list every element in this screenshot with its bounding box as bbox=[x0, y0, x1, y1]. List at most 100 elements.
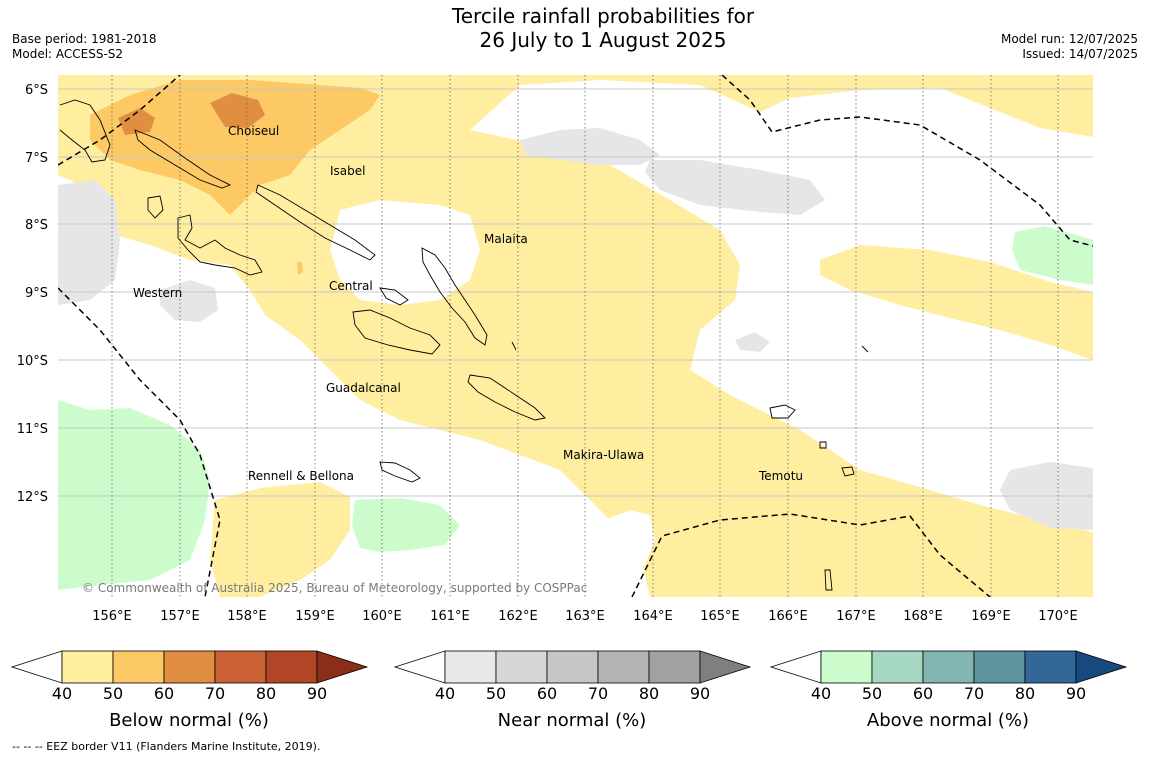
region-label-isabel: Isabel bbox=[330, 164, 365, 178]
colorbar-above-segment bbox=[871, 650, 924, 684]
meta-right: Model run: 12/07/2025 Issued: 14/07/2025 bbox=[1001, 32, 1138, 62]
coastline-small-4 bbox=[861, 345, 869, 353]
lon-label: 165°E bbox=[700, 609, 740, 624]
coastline-florida bbox=[379, 287, 409, 306]
colorbar-above-segment bbox=[922, 650, 975, 684]
lon-label: 168°E bbox=[903, 609, 943, 624]
lon-label: 167°E bbox=[836, 609, 876, 624]
lat-label: 8°S bbox=[25, 218, 48, 233]
coastline-small-2 bbox=[841, 466, 855, 477]
colorbar-tick-labels: 40 50 60 70 80 90 40 50 60 70 80 90 40 5… bbox=[52, 684, 1086, 703]
region-label-western: Western bbox=[133, 286, 182, 300]
coastlines bbox=[59, 99, 869, 591]
cb-tick: 70 bbox=[205, 684, 225, 703]
colorbar-above-high-triangle bbox=[1075, 650, 1128, 684]
title-line-2: 26 July to 1 August 2025 bbox=[479, 28, 727, 52]
lon-label: 162°E bbox=[498, 609, 538, 624]
colorbar-below-segment bbox=[112, 650, 165, 684]
coastline-new-georgia bbox=[177, 214, 263, 276]
region-label-makira: Makira-Ulawa bbox=[563, 448, 644, 462]
longitude-labels: 156°E 157°E 158°E 159°E 160°E 161°E 162°… bbox=[92, 609, 1078, 624]
lat-label: 7°S bbox=[25, 151, 48, 166]
colorbar-near-high-triangle bbox=[699, 650, 752, 684]
lon-label: 163°E bbox=[565, 609, 605, 624]
near-normal-patch-north bbox=[520, 128, 660, 165]
lon-label: 157°E bbox=[160, 609, 200, 624]
region-label-rennell: Rennell & Bellona bbox=[248, 469, 354, 483]
near-normal-patch-small bbox=[735, 332, 770, 352]
lon-label: 161°E bbox=[430, 609, 470, 624]
colorbar-near-segment bbox=[597, 650, 650, 684]
lat-label: 12°S bbox=[17, 490, 48, 505]
coastline-small-1 bbox=[819, 441, 827, 449]
above-normal-patch-south bbox=[352, 498, 460, 552]
lon-label: 160°E bbox=[362, 609, 402, 624]
eez-footnote: -- -- -- EEZ border V11 (Flanders Marine… bbox=[12, 740, 320, 753]
model-run-text: Model run: 12/07/2025 bbox=[1000, 32, 1138, 46]
lat-label: 11°S bbox=[17, 422, 48, 437]
below-normal-50-60-area bbox=[90, 80, 380, 215]
region-label-guadalcanal: Guadalcanal bbox=[326, 381, 401, 395]
lon-label: 169°E bbox=[971, 609, 1011, 624]
coastline-guadalcanal bbox=[352, 309, 441, 355]
cb-tick: 40 bbox=[811, 684, 831, 703]
coastline-santa-cruz bbox=[769, 404, 796, 419]
cb-tick: 70 bbox=[588, 684, 608, 703]
cb-tick: 90 bbox=[1066, 684, 1086, 703]
above-normal-patch-sw bbox=[58, 400, 210, 590]
region-label-temotu: Temotu bbox=[758, 469, 803, 483]
near-normal-patch-ne bbox=[645, 160, 825, 215]
colorbar-below-segment bbox=[61, 650, 114, 684]
colorbar-near-segment bbox=[546, 650, 599, 684]
coastline-bougainville bbox=[59, 99, 111, 163]
coastline-small-5 bbox=[511, 341, 517, 351]
issued-text: Issued: 14/07/2025 bbox=[1022, 47, 1138, 61]
region-labels: Choiseul Isabel Malaita Western Central … bbox=[133, 124, 803, 483]
latitude-labels: 6°S 7°S 8°S 9°S 10°S 11°S 12°S bbox=[17, 83, 48, 505]
coastline-malaita bbox=[421, 247, 488, 346]
colorbar-above-segment bbox=[1024, 650, 1077, 684]
lon-label: 166°E bbox=[768, 609, 808, 624]
cb-tick: 40 bbox=[52, 684, 72, 703]
lon-label: 156°E bbox=[92, 609, 132, 624]
colorbar-above-label: Above normal (%) bbox=[867, 710, 1029, 731]
colorbar-near-label: Near normal (%) bbox=[498, 710, 647, 731]
region-label-choiseul: Choiseul bbox=[228, 124, 279, 138]
colorbar-above-segment bbox=[820, 650, 873, 684]
lon-label: 164°E bbox=[633, 609, 673, 624]
cb-tick: 80 bbox=[639, 684, 659, 703]
colorbar-near-segment bbox=[444, 650, 497, 684]
colorbar-below-low-triangle bbox=[10, 650, 63, 684]
region-label-central: Central bbox=[329, 279, 373, 293]
coastline-choiseul bbox=[134, 129, 232, 189]
coastline-makira bbox=[467, 374, 546, 421]
colorbar-below-label: Below normal (%) bbox=[109, 710, 269, 731]
colorbar-above-segment bbox=[973, 650, 1026, 684]
colorbar-below-normal bbox=[10, 650, 369, 684]
lat-label: 10°S bbox=[17, 354, 48, 369]
colorbar-below-segment bbox=[214, 650, 267, 684]
coastline-vella bbox=[147, 195, 164, 219]
lon-label: 170°E bbox=[1038, 609, 1078, 624]
colorbar-near-segment bbox=[648, 650, 701, 684]
cb-tick: 60 bbox=[537, 684, 557, 703]
latitude-gridlines bbox=[58, 88, 1093, 497]
coastline-rennell bbox=[379, 461, 421, 483]
above-normal-patch-east bbox=[1012, 226, 1093, 285]
meta-left: Base period: 1981-2018 Model: ACCESS-S2 bbox=[12, 32, 157, 62]
cb-tick: 60 bbox=[913, 684, 933, 703]
below-normal-40-50-area bbox=[58, 75, 1093, 597]
below-normal-60-70-b bbox=[118, 108, 155, 135]
probability-shading bbox=[58, 75, 1093, 597]
cb-tick: 50 bbox=[862, 684, 882, 703]
cb-tick: 90 bbox=[307, 684, 327, 703]
colorbar-below-high-triangle bbox=[316, 650, 369, 684]
cb-tick: 70 bbox=[964, 684, 984, 703]
colorbar-near-segment bbox=[495, 650, 548, 684]
cb-tick: 50 bbox=[486, 684, 506, 703]
colorbar-above-normal bbox=[769, 650, 1128, 684]
below-normal-60-70-a bbox=[210, 93, 265, 128]
cb-tick: 60 bbox=[154, 684, 174, 703]
lat-label: 9°S bbox=[25, 286, 48, 301]
